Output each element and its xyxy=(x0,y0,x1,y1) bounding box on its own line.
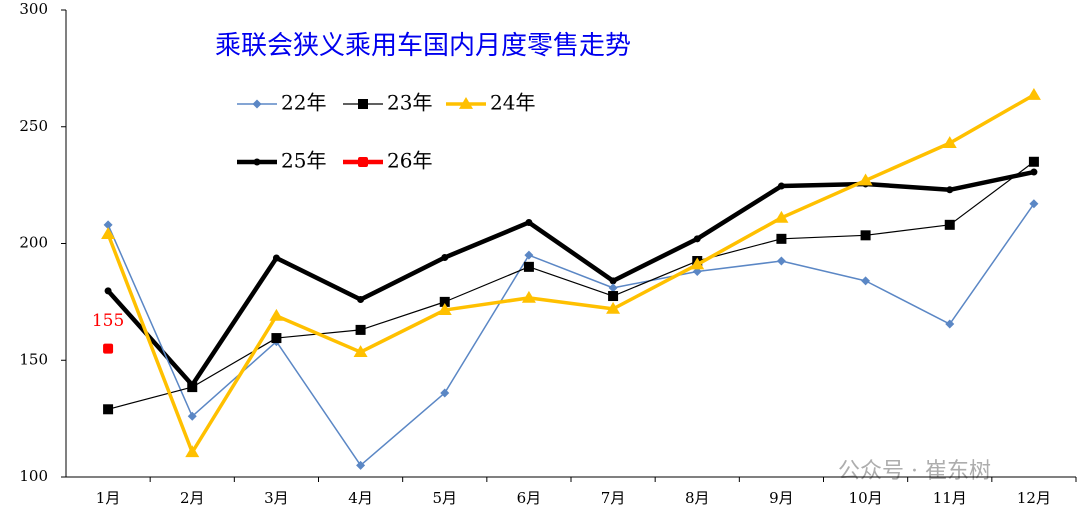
marker xyxy=(271,333,282,344)
marker xyxy=(690,257,705,270)
marker xyxy=(355,324,366,335)
x-tick-label: 6月 xyxy=(517,489,542,507)
data-label: 155 xyxy=(92,311,124,331)
y-tick-label: 250 xyxy=(19,117,48,135)
x-tick-label: 3月 xyxy=(264,489,289,507)
chart-title: 乘联会狭义乘用车国内月度零售走势 xyxy=(215,31,631,61)
marker xyxy=(946,186,954,194)
x-tick-label: 1月 xyxy=(96,489,121,507)
marker xyxy=(356,460,366,470)
marker xyxy=(1028,156,1039,167)
marker xyxy=(269,308,284,321)
marker xyxy=(776,256,786,266)
marker xyxy=(103,343,114,354)
x-tick-label: 5月 xyxy=(432,489,457,507)
marker xyxy=(101,227,116,240)
x-tick-label: 9月 xyxy=(769,489,794,507)
legend-label: 23年 xyxy=(387,91,432,115)
marker xyxy=(524,250,534,260)
marker xyxy=(693,235,701,243)
x-tick-label: 10月 xyxy=(849,489,883,507)
x-tick-label: 11月 xyxy=(933,489,967,507)
marker xyxy=(439,296,450,307)
marker xyxy=(608,283,618,293)
marker xyxy=(187,382,198,393)
marker xyxy=(1030,168,1038,176)
marker xyxy=(104,287,112,295)
marker xyxy=(944,219,955,230)
marker xyxy=(353,345,368,357)
marker xyxy=(521,290,536,303)
marker xyxy=(942,136,957,148)
marker xyxy=(945,319,955,329)
y-tick-label: 300 xyxy=(19,0,48,18)
marker xyxy=(358,157,368,167)
legend-label: 25年 xyxy=(281,149,326,173)
marker xyxy=(187,411,197,421)
marker xyxy=(1026,87,1041,100)
marker xyxy=(1029,199,1039,209)
legend-label: 24年 xyxy=(490,91,535,115)
marker xyxy=(861,276,871,286)
marker xyxy=(437,303,452,315)
x-tick-label: 12月 xyxy=(1017,489,1051,507)
y-tick-label: 200 xyxy=(19,234,48,252)
series-line xyxy=(107,161,1035,410)
marker xyxy=(440,388,450,398)
marker xyxy=(523,261,534,272)
marker xyxy=(774,210,789,223)
x-tick-label: 7月 xyxy=(601,489,626,507)
marker xyxy=(860,230,871,241)
marker xyxy=(525,218,533,226)
marker xyxy=(103,404,114,415)
marker xyxy=(252,99,262,109)
legend-label: 22年 xyxy=(281,91,326,115)
marker xyxy=(609,277,617,285)
y-tick-label: 150 xyxy=(19,350,48,368)
x-tick-label: 4月 xyxy=(348,489,373,507)
marker xyxy=(858,173,873,186)
marker xyxy=(253,158,261,166)
watermark: 公众号 · 崔东树 xyxy=(838,459,991,484)
marker xyxy=(459,97,473,109)
series-line xyxy=(107,203,1035,467)
marker xyxy=(606,301,621,314)
marker xyxy=(776,233,787,244)
legend-label: 26年 xyxy=(387,149,432,173)
series-line xyxy=(106,93,1035,454)
marker xyxy=(357,296,365,304)
marker xyxy=(608,291,619,302)
marker xyxy=(777,182,785,190)
y-tick-label: 100 xyxy=(19,467,48,485)
marker xyxy=(358,99,368,109)
marker xyxy=(441,254,449,262)
marker xyxy=(103,220,113,230)
marker xyxy=(272,254,280,262)
x-tick-label: 2月 xyxy=(180,489,205,507)
x-tick-label: 8月 xyxy=(685,489,710,507)
marker xyxy=(185,445,200,458)
series-line xyxy=(106,169,1035,388)
